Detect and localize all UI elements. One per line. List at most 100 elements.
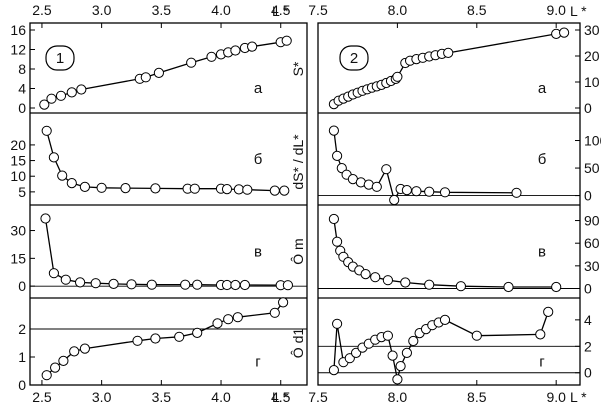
data-point [58, 355, 69, 366]
y-tick-label: 0 [584, 280, 592, 296]
data-point [471, 330, 482, 341]
data-point [212, 318, 223, 329]
data-point [48, 268, 60, 279]
panel-1-frame [29, 22, 308, 386]
data-point [411, 186, 422, 197]
data-point [239, 279, 250, 291]
y-axis-label: Ô m [290, 238, 306, 264]
data-point [382, 275, 393, 286]
data-point [192, 279, 203, 290]
data-point [150, 333, 161, 344]
data-point [223, 314, 234, 325]
y-tick-label: 10 [10, 168, 26, 184]
y-tick-label: 0 [18, 377, 26, 393]
data-point [535, 329, 546, 340]
x-tick-label-bottom: 8.0 [388, 389, 408, 405]
data-point [282, 280, 293, 291]
data-point [79, 181, 91, 192]
x-tick-label-bottom: 4.5 [271, 389, 291, 405]
subplot-letter: а [254, 80, 263, 97]
y-axis-label: dS* / dL* [290, 134, 306, 190]
data-point [242, 184, 253, 195]
data-point [269, 185, 280, 196]
panel-number: 1 [56, 50, 64, 67]
data-point [559, 27, 570, 38]
data-point [332, 150, 343, 161]
data-point [126, 279, 137, 290]
data-point [443, 47, 454, 59]
subplot-letter: г [255, 354, 261, 371]
x-tick-label-bottom: 3.0 [92, 389, 112, 405]
data-point [233, 184, 244, 195]
x-tick-label-bottom: 8.5 [467, 389, 487, 405]
data-point [551, 281, 562, 293]
y-tick-label: 30 [584, 258, 600, 274]
data-point [55, 90, 67, 101]
data-point [503, 281, 514, 293]
series-line [44, 218, 288, 286]
y-tick-label: 90 [584, 213, 600, 229]
x-tick-label-top: 3.0 [92, 2, 112, 18]
series-line [46, 130, 285, 192]
subplot-letter: б [538, 151, 547, 168]
data-point [381, 164, 392, 175]
y-tick-label: 50 [584, 160, 600, 176]
data-point [230, 45, 241, 56]
y-tick-label: 0 [584, 365, 592, 381]
panel-number: 2 [350, 50, 358, 67]
panel-2-frame [317, 22, 581, 386]
x-tick-label-top: 9.0 [546, 2, 566, 18]
x-tick-label-top: 2.5 [32, 2, 52, 18]
data-point [140, 72, 151, 83]
data-point [401, 185, 412, 196]
data-point [387, 350, 398, 361]
data-point [40, 213, 51, 224]
data-point [328, 365, 339, 376]
x-axis-unit-top: L * [272, 3, 289, 19]
data-point [96, 182, 107, 193]
x-tick-label-top: 8.5 [467, 2, 487, 18]
data-point [39, 99, 50, 110]
data-point [439, 314, 451, 325]
y-tick-label: 30 [584, 22, 600, 38]
y-tick-label: 2 [18, 321, 26, 337]
x-tick-label-top: 4.5 [271, 2, 291, 18]
data-point [146, 279, 157, 290]
data-point [424, 186, 435, 197]
y-tick-label: 0 [584, 100, 592, 116]
data-point [371, 181, 382, 192]
data-point [41, 125, 52, 136]
x-axis-unit-top: L * [570, 3, 587, 19]
data-point [153, 67, 164, 79]
data-point [360, 269, 371, 280]
data-point [150, 183, 161, 194]
data-point [76, 84, 87, 95]
subplot-letter: в [254, 244, 262, 261]
data-point [75, 277, 86, 288]
data-point [192, 327, 203, 338]
x-tick-label-bottom: 2.5 [32, 389, 52, 405]
data-point [180, 279, 191, 290]
data-point [221, 184, 233, 195]
data-point [48, 152, 60, 163]
y-tick-label: 0 [18, 278, 26, 294]
data-point [400, 277, 411, 288]
data-point [90, 278, 101, 289]
data-point [389, 194, 400, 206]
y-axis-label: Ô d1 [290, 328, 306, 359]
y-tick-label: 20 [584, 48, 600, 64]
data-point [332, 236, 343, 247]
x-tick-label-bottom: 3.5 [152, 389, 172, 405]
x-tick-label-top: 7.5 [308, 2, 328, 18]
y-tick-label: 60 [584, 235, 600, 251]
subplot-letter: г [539, 354, 545, 371]
subplot-letter: а [538, 80, 547, 97]
y-tick-label: 1 [18, 349, 26, 365]
y-tick-label: 0 [584, 188, 592, 204]
data-point [132, 335, 143, 346]
data-point [221, 279, 233, 291]
x-tick-label-top: 8.0 [388, 2, 408, 18]
x-axis-unit-bottom: L * [570, 389, 587, 405]
data-point [50, 362, 61, 373]
y-tick-label: 16 [10, 22, 26, 38]
